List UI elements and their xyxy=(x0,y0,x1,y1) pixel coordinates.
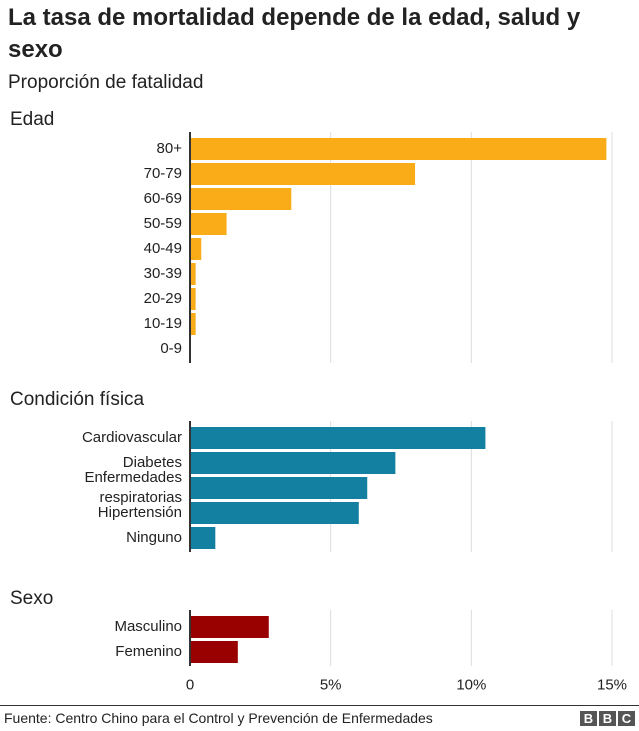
title: La tasa de mortalidad depende de la edad… xyxy=(8,4,581,63)
section-title: Sexo xyxy=(10,588,54,609)
category-label: Cardiovascular xyxy=(81,429,182,446)
bar xyxy=(190,213,227,235)
section-title: Edad xyxy=(10,109,55,130)
bar xyxy=(190,238,202,260)
category-label: Enfermedades respiratorias xyxy=(84,469,182,506)
bar xyxy=(190,527,216,549)
x-tick-label: 0 xyxy=(185,676,195,694)
bar xyxy=(190,616,269,638)
footer-rule xyxy=(0,705,639,731)
bar xyxy=(190,263,196,285)
category-label: 70-79 xyxy=(143,165,182,182)
logo-letter: B xyxy=(599,711,616,726)
bar xyxy=(190,502,359,524)
category-label: 10-19 xyxy=(143,315,182,332)
bar xyxy=(190,138,607,160)
category-label: Hipertensión xyxy=(97,504,182,521)
x-tick-label: 15% xyxy=(596,676,628,694)
logo-letter: B xyxy=(580,711,597,726)
category-label: Femenino xyxy=(115,643,182,660)
bar xyxy=(190,641,238,663)
x-tick-label: 10% xyxy=(456,676,487,694)
subtitle: Proporción de fatalidad xyxy=(8,72,204,93)
logo-letter: C xyxy=(618,711,635,726)
category-label: 0-9 xyxy=(160,340,182,357)
bar xyxy=(190,313,196,335)
category-label: 60-69 xyxy=(143,190,182,207)
category-label: Masculino xyxy=(114,618,182,635)
category-label: Ninguno xyxy=(126,529,182,546)
category-label: 80+ xyxy=(156,140,182,157)
bar xyxy=(190,188,292,210)
category-label: Diabetes xyxy=(122,454,182,471)
bar xyxy=(190,163,416,185)
category-label: 40-49 xyxy=(143,240,182,257)
category-label: 30-39 xyxy=(143,265,182,282)
bar xyxy=(190,452,396,474)
category-label: 50-59 xyxy=(143,215,182,232)
section-title: Condición física xyxy=(10,389,145,410)
bar xyxy=(190,427,486,449)
category-label: 20-29 xyxy=(143,290,182,307)
source: Fuente: Centro Chino para el Control y P… xyxy=(4,710,433,726)
x-tick-label: 5% xyxy=(319,676,342,694)
bar xyxy=(190,288,196,310)
bar xyxy=(190,477,368,499)
